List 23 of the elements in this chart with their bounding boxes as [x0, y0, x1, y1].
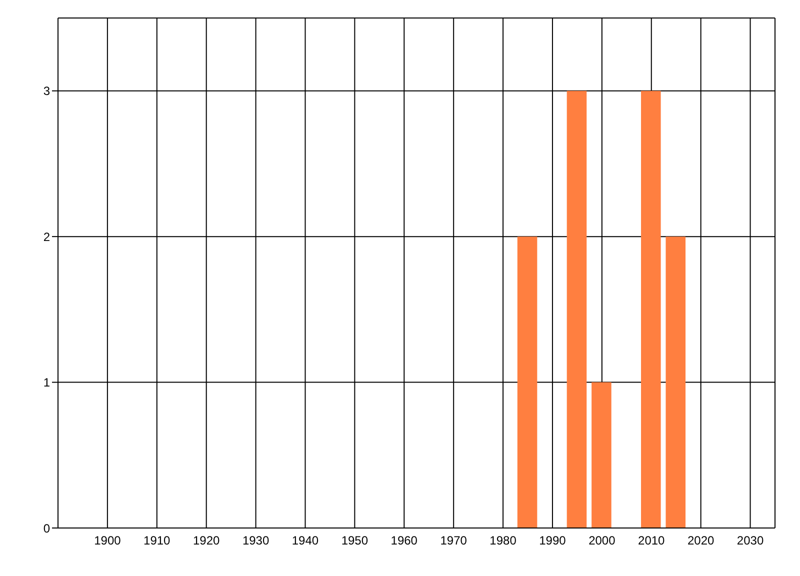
- bar: [517, 236, 538, 528]
- y-tick-label: 1: [43, 376, 50, 390]
- x-tick-label: 1970: [440, 534, 468, 548]
- y-tick-label: 3: [43, 84, 50, 98]
- bar: [592, 382, 612, 528]
- x-tick-label: 2030: [736, 534, 764, 548]
- bar: [641, 90, 661, 528]
- x-tick-label: 1950: [341, 534, 368, 548]
- x-tick-label: 2000: [588, 534, 616, 548]
- x-tick-label: 1900: [94, 534, 122, 548]
- x-tick-label: 1990: [539, 534, 566, 548]
- bar: [666, 236, 686, 528]
- x-tick-label: 1940: [292, 534, 319, 548]
- x-tick-label: 2020: [687, 534, 714, 548]
- x-tick-label: 1960: [390, 534, 418, 548]
- y-tick-label: 0: [43, 521, 50, 536]
- bar: [566, 90, 587, 528]
- y-tick-label: 2: [43, 230, 50, 244]
- x-tick-label: 1920: [192, 534, 220, 548]
- x-tick-label: 1980: [490, 534, 517, 548]
- x-tick-label: 1910: [144, 534, 171, 548]
- x-tick-label: 1930: [242, 534, 270, 548]
- x-tick-label: 2010: [638, 534, 666, 548]
